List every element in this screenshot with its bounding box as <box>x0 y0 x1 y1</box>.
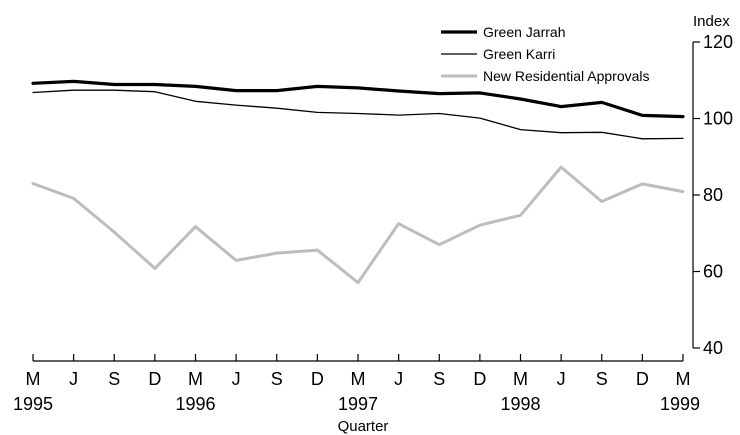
y-axis: 40 60 80 100 120 <box>692 32 733 358</box>
legend-label: Green Jarrah <box>483 24 565 40</box>
x-tick-label: J <box>232 369 241 389</box>
x-tick-label: S <box>433 369 445 389</box>
x-year-label: 1999 <box>660 394 700 414</box>
series-line-2 <box>32 89 684 140</box>
x-tick-label: D <box>148 369 161 389</box>
x-tick-label: S <box>108 369 120 389</box>
y-tick-label: 60 <box>703 262 723 282</box>
x-tick-label: S <box>271 369 283 389</box>
legend-label: New Residential Approvals <box>483 68 650 84</box>
y-tick-label: 100 <box>703 109 733 129</box>
x-year-label: 1996 <box>175 394 215 414</box>
series-line-3 <box>31 165 685 285</box>
x-tick-label: M <box>351 369 366 389</box>
plot-series <box>31 79 685 285</box>
x-year-label: 1998 <box>500 394 540 414</box>
x-axis-label: Quarter <box>338 418 389 435</box>
x-tick-label: M <box>26 369 41 389</box>
x-tick-label: M <box>676 369 691 389</box>
y-axis-unit-label: Index <box>693 13 730 30</box>
x-tick-label: M <box>513 369 528 389</box>
legend: Green Jarrah Green Karri New Residential A… <box>441 24 650 84</box>
x-tick-label: D <box>311 369 324 389</box>
x-tick-label: S <box>596 369 608 389</box>
x-tick-label: J <box>557 369 566 389</box>
y-tick-label: 80 <box>703 185 723 205</box>
x-year-label: 1995 <box>13 394 53 414</box>
x-axis: M J S D M J S D M J S D M J S D M 1995 1996 1997 1998 1999 <box>13 354 700 414</box>
x-tick-label: J <box>69 369 78 389</box>
x-tick-label: D <box>473 369 486 389</box>
y-tick-label: 120 <box>703 32 733 52</box>
legend-label: Green Karri <box>483 46 555 62</box>
series-line-1 <box>31 79 685 119</box>
x-tick-label: M <box>188 369 203 389</box>
y-tick-label: 40 <box>703 338 723 358</box>
x-year-label: 1997 <box>338 394 378 414</box>
x-tick-label: D <box>636 369 649 389</box>
x-tick-label: J <box>394 369 403 389</box>
